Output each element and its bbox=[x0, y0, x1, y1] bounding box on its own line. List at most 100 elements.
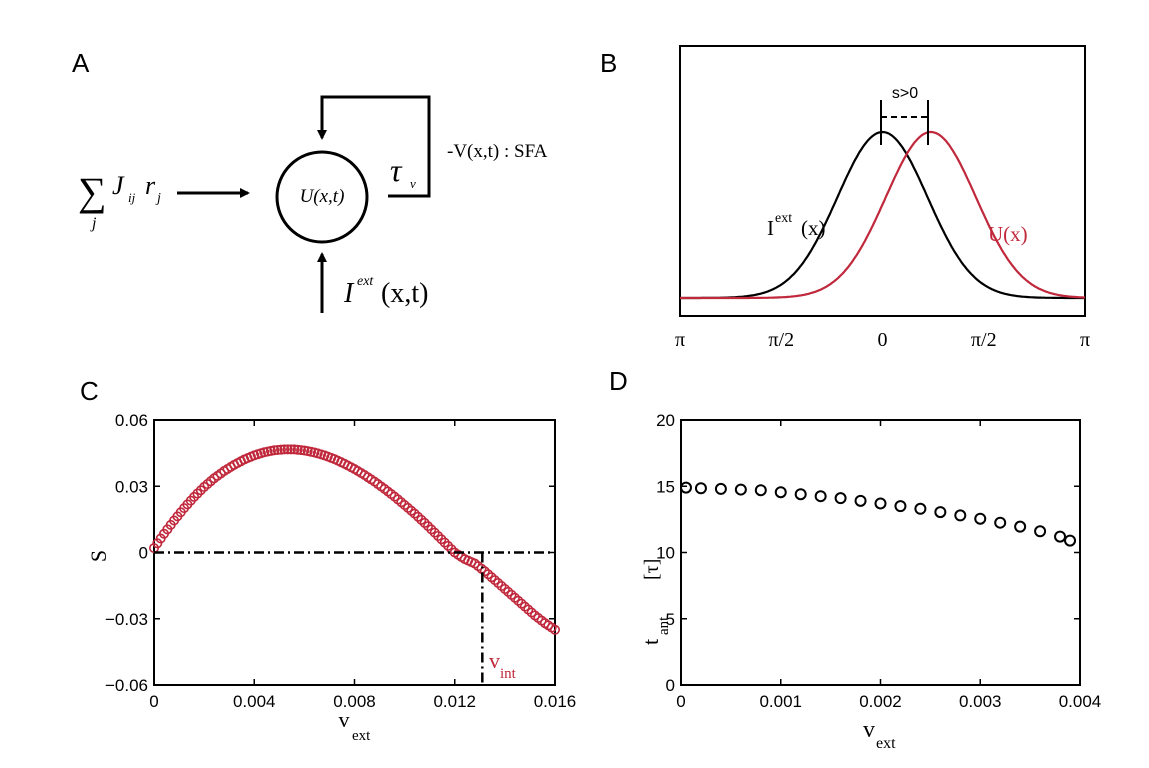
vint-label-sub: int bbox=[500, 666, 517, 682]
vint-label-v: v bbox=[489, 648, 500, 673]
panel-c-y-tick-label: 0.03 bbox=[115, 477, 148, 496]
panel-b-axes-box bbox=[679, 45, 1086, 317]
sum-symbol: ∑ bbox=[78, 169, 107, 214]
panel-c-data-point bbox=[292, 444, 303, 455]
panel-d-data-point bbox=[894, 500, 907, 513]
panel-c-data-point bbox=[282, 444, 293, 455]
panel-d-x-tick-label: 0 bbox=[676, 692, 685, 711]
panel-d-xlabel-sub: ext bbox=[876, 735, 896, 752]
panel-d-data-point bbox=[874, 497, 887, 510]
sfa-label: -V(x,t) : SFA bbox=[447, 141, 548, 162]
curve-label-I-args: (x) bbox=[801, 216, 826, 240]
panel-c-x-tick-label: 0.004 bbox=[233, 692, 276, 711]
node-circle bbox=[275, 150, 369, 244]
panel-c-data-point bbox=[296, 445, 307, 456]
panel-d-data-point bbox=[774, 486, 787, 499]
sum-term-r: r bbox=[145, 171, 156, 200]
panel-d-data-point bbox=[854, 494, 867, 507]
panel-c-letter: C bbox=[80, 376, 99, 406]
panel-d-letter: D bbox=[609, 366, 628, 396]
panel-d-data-point bbox=[794, 488, 807, 501]
external-input-I: I bbox=[343, 278, 355, 309]
panel-d-data-point bbox=[914, 502, 927, 515]
node-label: U(x,t) bbox=[300, 186, 345, 207]
sum-input-label: ∑ j J ij r j bbox=[78, 169, 161, 232]
sum-term-ij: ij bbox=[128, 190, 136, 205]
panel-d-x-tick-label: 0.004 bbox=[1059, 692, 1102, 711]
panel-d-y-tick-label: 10 bbox=[656, 544, 675, 563]
panel-d-data-point bbox=[954, 509, 967, 522]
panel-c-x-tick-label: 0.012 bbox=[433, 692, 476, 711]
tau-subscript: v bbox=[410, 176, 416, 191]
curve-label-I: I bbox=[767, 216, 774, 240]
panel-d-x-tick-label: 0.001 bbox=[759, 692, 802, 711]
panel-d-y-tick-label: 20 bbox=[656, 411, 675, 430]
panel-d-data-point bbox=[714, 482, 727, 495]
panel-b-x-tick-label: 0 bbox=[878, 329, 888, 351]
sum-term-J: J bbox=[112, 171, 125, 200]
feedback-loop bbox=[317, 95, 431, 198]
panel-d-plot: 0 0.001 0.002 0.003 0.004 20 15 10 5 0 bbox=[656, 411, 1101, 711]
panel-d-x-tick-label: 0.002 bbox=[859, 692, 902, 711]
panel-d-y-tick-label: 0 bbox=[666, 676, 675, 695]
panel-c-data-point bbox=[289, 444, 300, 455]
panel-d-data-point bbox=[1064, 534, 1077, 547]
curve-label-U: U(x) bbox=[988, 222, 1028, 246]
panel-c-data-point bbox=[275, 444, 286, 455]
panel-c-data-point bbox=[286, 444, 297, 455]
panel-b: B π π/2 0 π/2 π s>0 I ext (x) U(x) bbox=[600, 45, 1090, 351]
panel-d-x-tick-label: 0.003 bbox=[959, 692, 1002, 711]
panel-d-data-point bbox=[734, 483, 747, 496]
panel-c-xlabel-sub: ext bbox=[352, 728, 371, 744]
panel-c: C 0 0.004 0.008 0.012 0.016 0.06 0.03 0 −0.03 −0.… bbox=[80, 376, 576, 744]
panel-b-curves bbox=[680, 130, 1085, 300]
panel-b-letter: B bbox=[600, 48, 617, 78]
shift-label: s>0 bbox=[892, 85, 918, 102]
panel-d-data-point bbox=[679, 481, 692, 494]
panel-d-y-tick-label: 15 bbox=[656, 477, 675, 496]
panel-c-data-point bbox=[279, 444, 290, 455]
panel-c-y-tick-label: 0.06 bbox=[115, 411, 148, 430]
panel-d-xlabel: v bbox=[863, 717, 875, 743]
panel-d-data-point bbox=[694, 482, 707, 495]
sum-term-j: j bbox=[155, 191, 161, 206]
panel-c-plot: 0 0.004 0.008 0.012 0.016 0.06 0.03 0 −0.03 −0.06 bbox=[105, 411, 576, 711]
panel-d-data-point bbox=[994, 516, 1007, 529]
panel-a: A ∑ j J ij r j U(x,t) τ v -V(x,t) : SFA … bbox=[72, 48, 548, 313]
external-input-args: (x,t) bbox=[381, 278, 428, 309]
panel-d-axes-box bbox=[680, 419, 1081, 686]
panel-c-x-tick-label: 0.008 bbox=[333, 692, 376, 711]
panel-b-x-tick-label: π bbox=[675, 329, 685, 351]
panel-c-xlabel: v bbox=[339, 707, 350, 732]
panel-c-data-point bbox=[549, 624, 560, 635]
curve-i-ext bbox=[680, 130, 1085, 300]
panel-c-y-tick-label: −0.03 bbox=[105, 610, 148, 629]
panel-d-data-point bbox=[1054, 530, 1067, 543]
panel-c-y-tick-label: −0.06 bbox=[105, 676, 148, 695]
tau-symbol: τ bbox=[390, 152, 403, 188]
panel-b-x-tick-label: π/2 bbox=[768, 329, 794, 351]
panel-d-data-point bbox=[1014, 520, 1027, 533]
panel-c-data-point bbox=[272, 444, 283, 455]
panel-d-ylabel-sub: ant bbox=[656, 616, 672, 635]
curve-u bbox=[680, 130, 1085, 300]
panel-c-x-tick-label: 0 bbox=[149, 692, 158, 711]
panel-d-data-point bbox=[1034, 525, 1047, 538]
curve-label-I-sup: ext bbox=[775, 211, 792, 226]
panel-d-ylabel: t bbox=[638, 639, 663, 645]
external-input-ext: ext bbox=[357, 274, 374, 289]
panel-b-x-tick-label: π/2 bbox=[971, 329, 997, 351]
panel-d-data-point bbox=[934, 506, 947, 519]
panel-c-ylabel: S bbox=[86, 550, 111, 562]
sum-index: j bbox=[90, 215, 97, 232]
panel-d-data-point bbox=[814, 490, 827, 503]
panel-a-letter: A bbox=[72, 48, 90, 78]
panel-b-tick-labels: π π/2 0 π/2 π bbox=[675, 329, 1090, 351]
panel-b-x-tick-label: π bbox=[1080, 329, 1090, 351]
panel-c-x-tick-label: 0.016 bbox=[534, 692, 577, 711]
panel-d-data-point bbox=[754, 484, 767, 497]
panel-d-data-point bbox=[834, 492, 847, 505]
panel-d-ylabel-unit: [τ] bbox=[641, 559, 663, 580]
